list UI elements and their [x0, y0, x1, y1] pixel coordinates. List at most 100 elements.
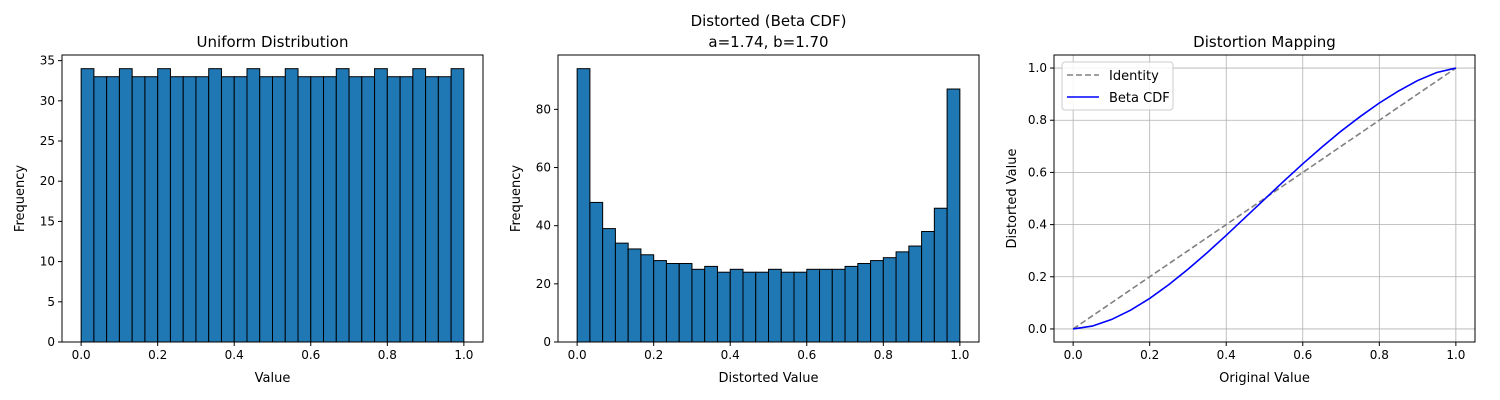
- histogram-bar: [93, 76, 108, 343]
- histogram-bar: [272, 76, 286, 343]
- histogram-bar: [678, 262, 693, 343]
- x-axis-label: Original Value: [1219, 371, 1310, 386]
- x-tick-label: 0.6: [797, 348, 816, 362]
- y-axis-label: Distorted Value: [1005, 149, 1020, 249]
- histogram-bar: [246, 68, 261, 343]
- axes-frame: [61, 54, 484, 343]
- y-tick-label: 0.8: [1028, 113, 1047, 127]
- histogram-bar: [665, 262, 680, 343]
- histogram-bar: [640, 254, 655, 343]
- histogram-bar: [208, 68, 222, 343]
- histogram-bar: [768, 268, 782, 343]
- histogram-bar: [831, 268, 846, 343]
- x-axis-label: Value: [255, 371, 291, 386]
- chart-panel-1: 0.0 0.2 0.4 0.6 0.8 1.0 0 5 10 15 20 25 30 35 Value Fre…: [13, 33, 484, 386]
- histogram-bar: [844, 265, 859, 343]
- x-tick-label: 1.0: [1446, 348, 1465, 362]
- histogram-bar: [780, 271, 795, 343]
- axes-frame: [557, 54, 980, 343]
- chart-panel-3: 0.0 0.2 0.4 0.6 0.8 1.0 0.0 0.2 0.4 0.6 0.8 1.0 Orig…: [1005, 33, 1476, 386]
- histogram-bar: [716, 271, 731, 343]
- y-tick-label: 35: [40, 54, 55, 68]
- y-tick-label: 0: [47, 335, 55, 349]
- x-tick-label: 0.0: [72, 348, 91, 362]
- histogram-bar: [425, 76, 439, 343]
- histogram-bar: [602, 228, 616, 343]
- legend: Identity Beta CDF: [1061, 61, 1174, 111]
- x-axis-label: Distorted Value: [719, 371, 819, 386]
- series-line-beta-cdf: [1073, 67, 1457, 330]
- histogram-bar: [857, 262, 872, 343]
- histogram-bar: [361, 76, 376, 343]
- x-tick-label: 0.6: [1293, 348, 1312, 362]
- y-tick-label: 40: [536, 219, 551, 233]
- histogram-bar: [882, 257, 897, 343]
- histogram-bar: [437, 76, 452, 343]
- histogram-bar: [374, 68, 388, 343]
- histogram-bar: [450, 68, 465, 343]
- y-tick-label: 0: [543, 335, 551, 349]
- histogram-bar: [310, 76, 325, 343]
- histogram-bar: [297, 76, 312, 343]
- chart-title: Distortion Mapping: [1193, 33, 1336, 51]
- histogram-bar: [220, 76, 235, 343]
- y-axis-label: Frequency: [509, 165, 524, 232]
- histogram-bar: [908, 245, 923, 343]
- histogram-bar: [386, 76, 401, 343]
- x-tick-label: 0.8: [1370, 348, 1389, 362]
- y-tick-label: 25: [40, 134, 55, 148]
- histogram-bar: [195, 76, 210, 343]
- y-tick-label: 0.0: [1028, 322, 1047, 336]
- series-line-identity: [1072, 67, 1457, 330]
- y-axis-label: Frequency: [13, 165, 28, 232]
- histogram-bar: [284, 68, 299, 343]
- axes-frame: [1053, 54, 1476, 343]
- histogram-bar: [182, 76, 197, 343]
- histogram-bar: [691, 268, 706, 343]
- x-tick-label: 0.2: [644, 348, 663, 362]
- y-tick-label: 10: [40, 255, 55, 269]
- legend-entry-label: Beta CDF: [1109, 91, 1170, 106]
- y-tick-label: 1.0: [1028, 61, 1047, 75]
- x-tick-label: 0.2: [148, 348, 167, 362]
- histogram-bar: [806, 268, 821, 343]
- histogram-bar: [233, 76, 248, 343]
- y-tick-label: 0.4: [1028, 218, 1047, 232]
- histogram-bar: [131, 76, 146, 343]
- histogram-bar: [412, 68, 427, 343]
- histogram-bar: [589, 201, 604, 343]
- histogram-bar: [653, 260, 667, 343]
- histogram-bar: [614, 242, 629, 343]
- histogram-bar: [144, 76, 159, 343]
- legend-entry-label: Identity: [1109, 69, 1159, 84]
- histogram-bar: [933, 207, 948, 343]
- y-tick-label: 30: [40, 94, 55, 108]
- histogram-bar: [921, 231, 935, 343]
- y-tick-label: 0.2: [1028, 270, 1047, 284]
- x-tick-label: 1.0: [454, 348, 473, 362]
- histogram-bar: [755, 271, 770, 343]
- x-tick-label: 0.4: [721, 348, 740, 362]
- histogram-bar: [946, 88, 961, 343]
- histogram-bar: [348, 76, 363, 343]
- chart-subtitle: a=1.74, b=1.70: [708, 33, 828, 51]
- x-tick-label: 0.4: [1217, 348, 1236, 362]
- y-tick-label: 15: [40, 214, 55, 228]
- x-tick-label: 0.8: [378, 348, 397, 362]
- histogram-bar: [793, 271, 808, 343]
- x-tick-label: 0.2: [1140, 348, 1159, 362]
- y-tick-label: 0.6: [1028, 165, 1047, 179]
- histogram-bar: [169, 76, 184, 343]
- histogram-bar: [729, 268, 744, 343]
- histogram-bar: [335, 68, 350, 343]
- chart-title: Uniform Distribution: [197, 33, 349, 51]
- histogram-bar: [870, 260, 884, 343]
- x-tick-label: 0.4: [225, 348, 244, 362]
- x-tick-label: 0.0: [568, 348, 587, 362]
- histogram-bar: [259, 76, 274, 343]
- histogram-bar: [80, 68, 95, 343]
- histogram-bar: [704, 265, 718, 343]
- y-tick-label: 5: [47, 295, 55, 309]
- histogram-bar: [627, 248, 642, 343]
